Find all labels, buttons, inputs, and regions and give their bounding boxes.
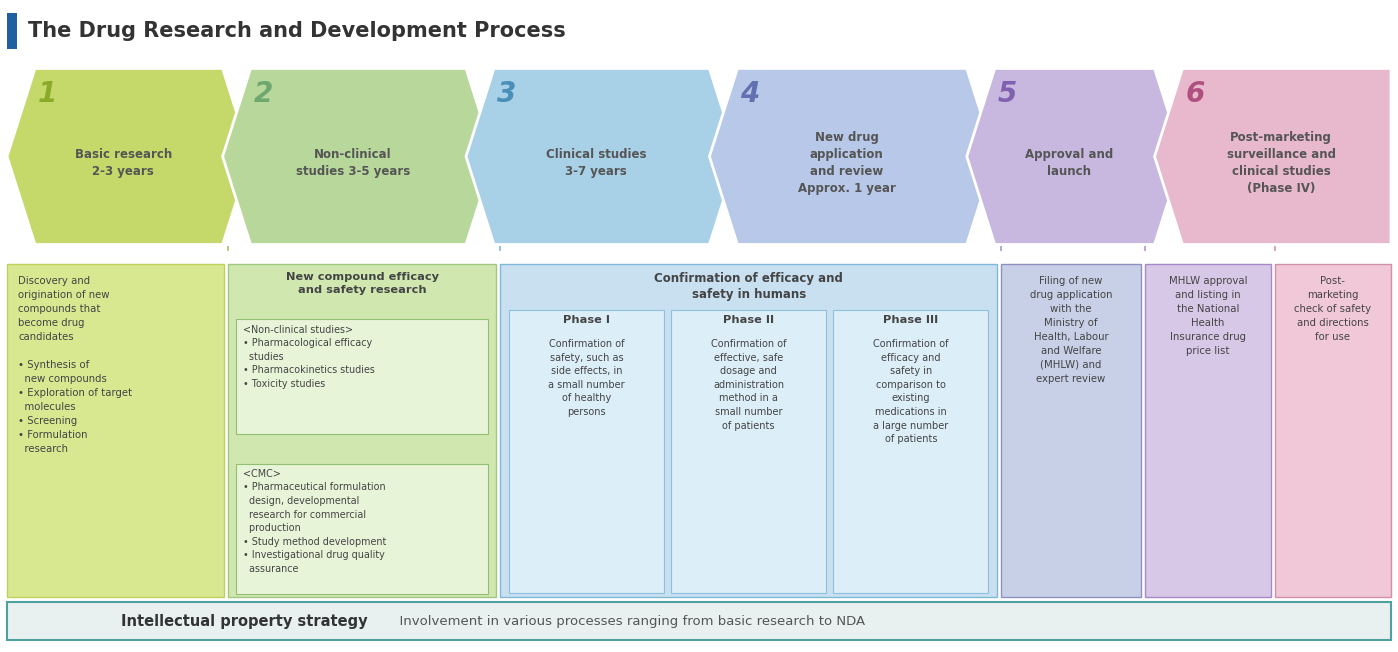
Text: Confirmation of efficacy and
safety in humans: Confirmation of efficacy and safety in h… <box>654 272 843 301</box>
FancyBboxPatch shape <box>833 310 988 593</box>
Text: New drug
application
and review
Approx. 1 year: New drug application and review Approx. … <box>797 131 896 195</box>
Text: <Non-clinical studies>
• Pharmacological efficacy
  studies
• Pharmacokinetics s: <Non-clinical studies> • Pharmacological… <box>243 325 375 389</box>
Text: 1: 1 <box>38 80 57 108</box>
Text: Confirmation of
efficacy and
safety in
comparison to
existing
medications in
a l: Confirmation of efficacy and safety in c… <box>872 339 949 444</box>
Text: Filing of new
drug application
with the
Ministry of
Health, Labour
and Welfare
(: Filing of new drug application with the … <box>1029 276 1113 384</box>
FancyBboxPatch shape <box>509 310 664 593</box>
Text: 2: 2 <box>253 80 273 108</box>
Text: 5: 5 <box>998 80 1016 108</box>
Polygon shape <box>967 68 1183 244</box>
FancyBboxPatch shape <box>1145 264 1271 597</box>
Text: Post-marketing
surveillance and
clinical studies
(Phase IV): Post-marketing surveillance and clinical… <box>1226 131 1335 195</box>
FancyBboxPatch shape <box>500 264 997 597</box>
Polygon shape <box>222 68 493 244</box>
Text: Phase II: Phase II <box>723 315 774 325</box>
Text: Approval and
launch: Approval and launch <box>1025 148 1113 178</box>
FancyBboxPatch shape <box>1001 264 1141 597</box>
Text: New compound efficacy
and safety research: New compound efficacy and safety researc… <box>285 272 439 295</box>
Text: Confirmation of
safety, such as
side effects, in
a small number
of healthy
perso: Confirmation of safety, such as side eff… <box>548 339 625 417</box>
Bar <box>7 13 17 49</box>
Text: Phase III: Phase III <box>884 315 938 325</box>
FancyBboxPatch shape <box>671 310 826 593</box>
Polygon shape <box>709 68 995 244</box>
Polygon shape <box>466 68 737 244</box>
Text: Confirmation of
effective, safe
dosage and
administration
method in a
small numb: Confirmation of effective, safe dosage a… <box>710 339 787 430</box>
Text: The Drug Research and Development Process: The Drug Research and Development Proces… <box>28 22 566 41</box>
FancyBboxPatch shape <box>7 602 1391 640</box>
Text: Phase I: Phase I <box>563 315 610 325</box>
Text: Non-clinical
studies 3-5 years: Non-clinical studies 3-5 years <box>295 148 410 178</box>
Text: MHLW approval
and listing in
the National
Health
Insurance drug
price list: MHLW approval and listing in the Nationa… <box>1169 276 1247 356</box>
Polygon shape <box>7 68 250 244</box>
Text: Basic research
2-3 years: Basic research 2-3 years <box>74 148 172 178</box>
Text: <CMC>
• Pharmaceutical formulation
  design, developmental
  research for commer: <CMC> • Pharmaceutical formulation desig… <box>243 469 386 574</box>
Text: Clinical studies
3-7 years: Clinical studies 3-7 years <box>545 148 646 178</box>
FancyBboxPatch shape <box>7 264 224 597</box>
Text: Post-
marketing
check of safety
and directions
for use: Post- marketing check of safety and dire… <box>1295 276 1371 342</box>
Text: 4: 4 <box>740 80 759 108</box>
FancyBboxPatch shape <box>236 464 488 594</box>
Text: 3: 3 <box>496 80 516 108</box>
FancyBboxPatch shape <box>228 264 496 597</box>
Text: Involvement in various processes ranging from basic research to NDA: Involvement in various processes ranging… <box>391 615 865 628</box>
Polygon shape <box>1155 68 1391 244</box>
FancyBboxPatch shape <box>236 319 488 434</box>
FancyBboxPatch shape <box>1275 264 1391 597</box>
Text: Intellectual property strategy: Intellectual property strategy <box>122 614 368 629</box>
Text: Discovery and
origination of new
compounds that
become drug
candidates

• Synthe: Discovery and origination of new compoun… <box>18 276 133 454</box>
Text: 6: 6 <box>1186 80 1205 108</box>
